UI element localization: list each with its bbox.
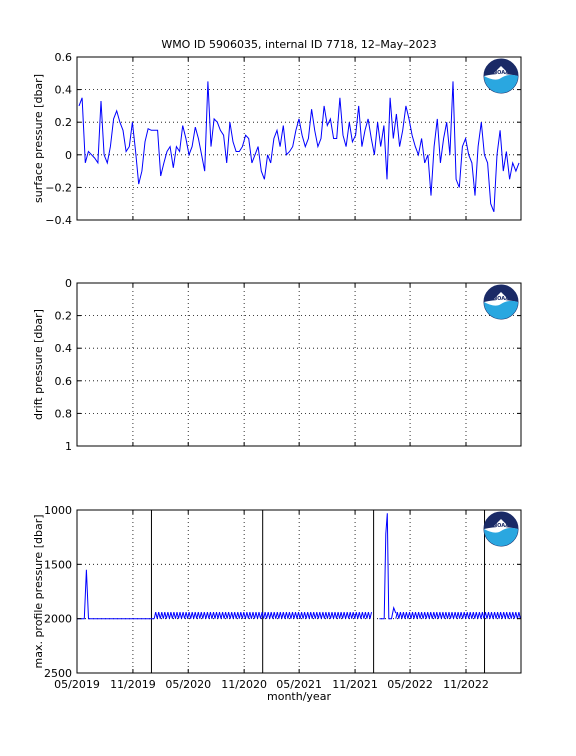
- y-tick-label: 0.6: [55, 51, 73, 64]
- y-axis-label: max. profile pressure [dbar]: [32, 514, 45, 668]
- noaa-logo-wave: [484, 74, 518, 93]
- y-tick-label: 2000: [44, 613, 72, 626]
- x-tick-label: 05/2022: [387, 678, 433, 691]
- profile-pressure-series: [395, 611, 521, 619]
- y-tick-label: 0: [65, 277, 72, 290]
- noaa-logo-gull: [494, 519, 508, 530]
- profile-pressure-series: [153, 611, 372, 619]
- x-tick-label: 11/2019: [110, 678, 156, 691]
- y-tick-label: 1500: [44, 558, 72, 571]
- y-tick-label: 0: [65, 149, 72, 162]
- x-axis-label: month/year: [267, 690, 331, 703]
- y-tick-label: 0.2: [55, 310, 73, 323]
- y-tick-label: 1000: [44, 504, 72, 517]
- y-axis-label: drift pressure [dbar]: [32, 309, 45, 420]
- y-tick-label: −0.4: [45, 214, 72, 227]
- y-tick-label: 1: [65, 440, 72, 453]
- y-tick-label: −0.2: [45, 181, 72, 194]
- chart-title: WMO ID 5906035, internal ID 7718, 12–May…: [161, 38, 436, 51]
- x-tick-label: 05/2021: [276, 678, 322, 691]
- x-tick-label: 05/2019: [54, 678, 100, 691]
- y-tick-label: 2500: [44, 667, 72, 680]
- x-tick-label: 05/2020: [165, 678, 211, 691]
- noaa-logo-text: NOAA: [493, 70, 509, 76]
- y-axis-label: surface pressure [dbar]: [32, 74, 45, 203]
- x-tick-label: 11/2020: [221, 678, 267, 691]
- y-tick-label: 0.4: [55, 342, 73, 355]
- noaa-logo-gull: [494, 292, 508, 303]
- profile-pressure-series: [379, 513, 397, 620]
- surface-pressure-series: [78, 81, 520, 212]
- noaa-logo-wave: [484, 527, 518, 546]
- noaa-logo-icon: NOAA: [483, 511, 519, 547]
- noaa-logo-wave: [484, 300, 518, 319]
- x-tick-label: 11/2022: [443, 678, 489, 691]
- y-tick-label: 0.8: [55, 407, 73, 420]
- noaa-logo-icon: NOAA: [483, 284, 519, 320]
- y-tick-label: 0.6: [55, 375, 73, 388]
- noaa-logo-gull: [494, 66, 508, 77]
- noaa-logo-text: NOAA: [493, 523, 509, 529]
- x-tick-label: 11/2021: [332, 678, 378, 691]
- y-tick-label: 0.4: [55, 84, 73, 97]
- drift-pressure-plot: 0 0.2 0.4 0.6 0.8 1 drift pressure [dbar] NOAA: [32, 277, 522, 453]
- noaa-logo-text: NOAA: [493, 296, 509, 302]
- y-tick-label: 0.2: [55, 116, 73, 129]
- profile-pressure-series: [77, 569, 155, 620]
- noaa-logo-icon: NOAA: [483, 58, 519, 94]
